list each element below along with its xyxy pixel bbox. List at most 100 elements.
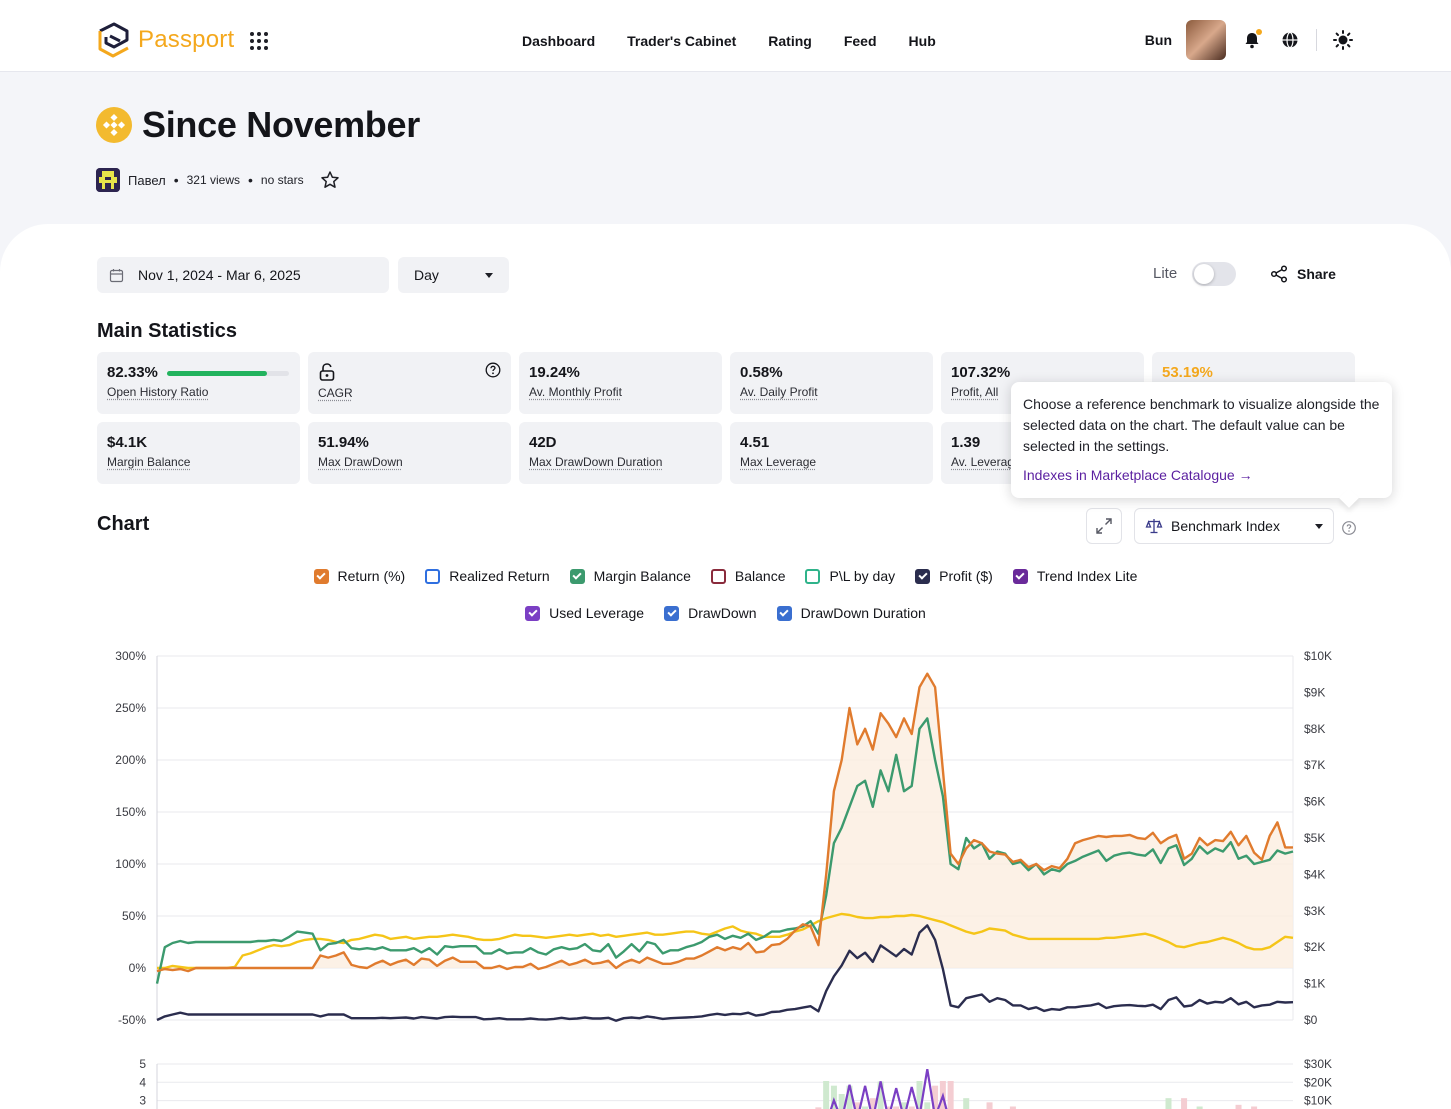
stat-av-monthly-profit[interactable]: 19.24% Av. Monthly Profit: [519, 352, 722, 414]
author-name[interactable]: Павел: [128, 172, 166, 188]
main-chart[interactable]: 300% 250% 200% 150% 100% 50% 0% -50% $10K $9K $8K $…: [0, 639, 1451, 1109]
stat-label: Av. Leverag: [951, 455, 1014, 469]
stat-value: 82.33%: [107, 364, 158, 381]
avatar[interactable]: [1186, 20, 1226, 60]
leverage-line: [829, 1069, 948, 1109]
pnl-bar: [908, 1106, 915, 1109]
y-left-tick-label: 4: [139, 1075, 146, 1089]
user-name[interactable]: Bun: [1144, 32, 1172, 48]
pnl-bar: [862, 1106, 869, 1109]
notification-dot: [1256, 29, 1262, 35]
legend-item[interactable]: Profit ($): [915, 568, 993, 584]
stat-max-drawdown[interactable]: 51.94% Max DrawDown: [308, 422, 511, 484]
stat-label: Max DrawDown Duration: [529, 455, 663, 469]
pnl-bar: [854, 1102, 861, 1109]
open-history-progress: [167, 371, 289, 376]
chevron-down-icon: [485, 272, 493, 278]
period-select[interactable]: Day: [398, 257, 509, 293]
y-left-tick-label: 5: [139, 1057, 146, 1071]
legend-item[interactable]: Return (%): [313, 568, 405, 584]
nav-traders-cabinet[interactable]: Trader's Cabinet: [627, 33, 737, 49]
stat-open-history-ratio[interactable]: 82.33% Open History Ratio: [97, 352, 300, 414]
chart-title: Chart: [97, 513, 150, 535]
legend-item[interactable]: Trend Index Lite: [1012, 568, 1137, 584]
y-left-tick-label: 50%: [122, 909, 146, 923]
legend-label: Profit ($): [939, 568, 993, 584]
y-left-tick-label: 3: [139, 1094, 146, 1108]
author-meta: Павел • 321 views • no stars: [96, 168, 340, 192]
benchmark-select[interactable]: Benchmark Index: [1134, 508, 1334, 544]
lite-toggle[interactable]: [1192, 262, 1236, 286]
stat-label: Av. Daily Profit: [740, 385, 818, 399]
date-range-picker[interactable]: Nov 1, 2024 - Mar 6, 2025: [97, 257, 389, 293]
legend-label: DrawDown: [688, 605, 757, 621]
legend-checkbox[interactable]: [569, 568, 585, 584]
stat-value: 0.58%: [740, 364, 783, 381]
pnl-bar: [846, 1085, 853, 1109]
benchmark-tooltip: Choose a reference benchmark to visualiz…: [1011, 382, 1392, 508]
legend-item[interactable]: DrawDown Duration: [776, 605, 926, 621]
logo[interactable]: Passport: [96, 22, 234, 58]
author-avatar[interactable]: [96, 168, 120, 192]
legend-label: Used Leverage: [549, 605, 645, 621]
main-nav: Dashboard Trader's Cabinet Rating Feed H…: [522, 33, 936, 49]
logo-text: Passport: [138, 26, 235, 53]
y-right-tick-label: $10K: [1304, 649, 1332, 663]
nav-dashboard[interactable]: Dashboard: [522, 33, 596, 49]
legend-checkbox[interactable]: [805, 568, 821, 584]
benchmark-label: Benchmark Index: [1171, 518, 1280, 534]
legend-item[interactable]: Realized Return: [425, 568, 550, 584]
legend-item[interactable]: DrawDown: [664, 605, 757, 621]
stat-cagr[interactable]: CAGR: [308, 352, 511, 414]
stat-av-daily-profit[interactable]: 0.58% Av. Daily Profit: [730, 352, 933, 414]
question-icon[interactable]: [485, 362, 501, 378]
legend-checkbox[interactable]: [915, 568, 931, 584]
legend-checkbox[interactable]: [525, 605, 541, 621]
legend-checkbox[interactable]: [710, 568, 726, 584]
legend-checkbox[interactable]: [664, 605, 680, 621]
apps-grid-icon[interactable]: [250, 32, 268, 50]
share-button[interactable]: Share: [1270, 265, 1336, 283]
stat-margin-balance[interactable]: $4.1K Margin Balance: [97, 422, 300, 484]
lower-chart-grid: [156, 1063, 1293, 1109]
nav-rating[interactable]: Rating: [768, 33, 812, 49]
legend-item[interactable]: Margin Balance: [569, 568, 691, 584]
marketplace-link[interactable]: Indexes in Marketplace Catalogue →: [1023, 467, 1253, 483]
legend-checkbox[interactable]: [425, 568, 441, 584]
toggle-knob: [1194, 264, 1214, 284]
progress-fill: [167, 371, 268, 376]
stat-max-drawdown-duration[interactable]: 42D Max DrawDown Duration: [519, 422, 722, 484]
axis-ticks: 300% 250% 200% 150% 100% 50% 0% -50% $10K $9K $8K $…: [115, 649, 1332, 1108]
stat-value: $4.1K: [107, 434, 148, 451]
pnl-bar: [869, 1098, 876, 1109]
stat-label: Open History Ratio: [107, 385, 209, 399]
star-icon[interactable]: [320, 170, 340, 190]
legend-checkbox[interactable]: [776, 605, 792, 621]
question-icon[interactable]: [1341, 520, 1357, 536]
tooltip-text: Choose a reference benchmark to visualiz…: [1023, 396, 1380, 454]
y-left-tick-label: 300%: [115, 649, 146, 663]
calendar-icon: [109, 268, 124, 282]
binance-coin-icon: [96, 107, 132, 143]
legend-item[interactable]: Used Leverage: [525, 605, 644, 621]
top-navigation-bar: Passport Dashboard Trader's Cabinet Rati…: [0, 0, 1451, 72]
legend-checkbox[interactable]: [313, 568, 329, 584]
legend-item[interactable]: P\L by day: [805, 568, 895, 584]
legend-checkbox[interactable]: [1012, 568, 1028, 584]
stat-label: Max DrawDown: [318, 455, 403, 469]
stat-value: 4.51: [740, 434, 770, 451]
legend-label: DrawDown Duration: [800, 605, 926, 621]
nav-hub[interactable]: Hub: [908, 33, 936, 49]
sun-icon[interactable]: [1331, 28, 1355, 52]
fullscreen-button[interactable]: [1086, 508, 1122, 544]
y-right-tick-label: $0: [1304, 1013, 1318, 1027]
nav-feed[interactable]: Feed: [843, 33, 877, 49]
page-title: Since November: [142, 104, 420, 145]
bell-icon[interactable]: [1240, 28, 1264, 52]
stat-max-leverage[interactable]: 4.51 Max Leverage: [730, 422, 933, 484]
pnl-bar: [893, 1106, 900, 1109]
stat-label: Max Leverage: [740, 455, 817, 469]
globe-icon[interactable]: [1278, 28, 1302, 52]
chart-legend-row-2: Used Leverage DrawDown DrawDown Duration: [0, 605, 1451, 621]
legend-item[interactable]: Balance: [710, 568, 785, 584]
